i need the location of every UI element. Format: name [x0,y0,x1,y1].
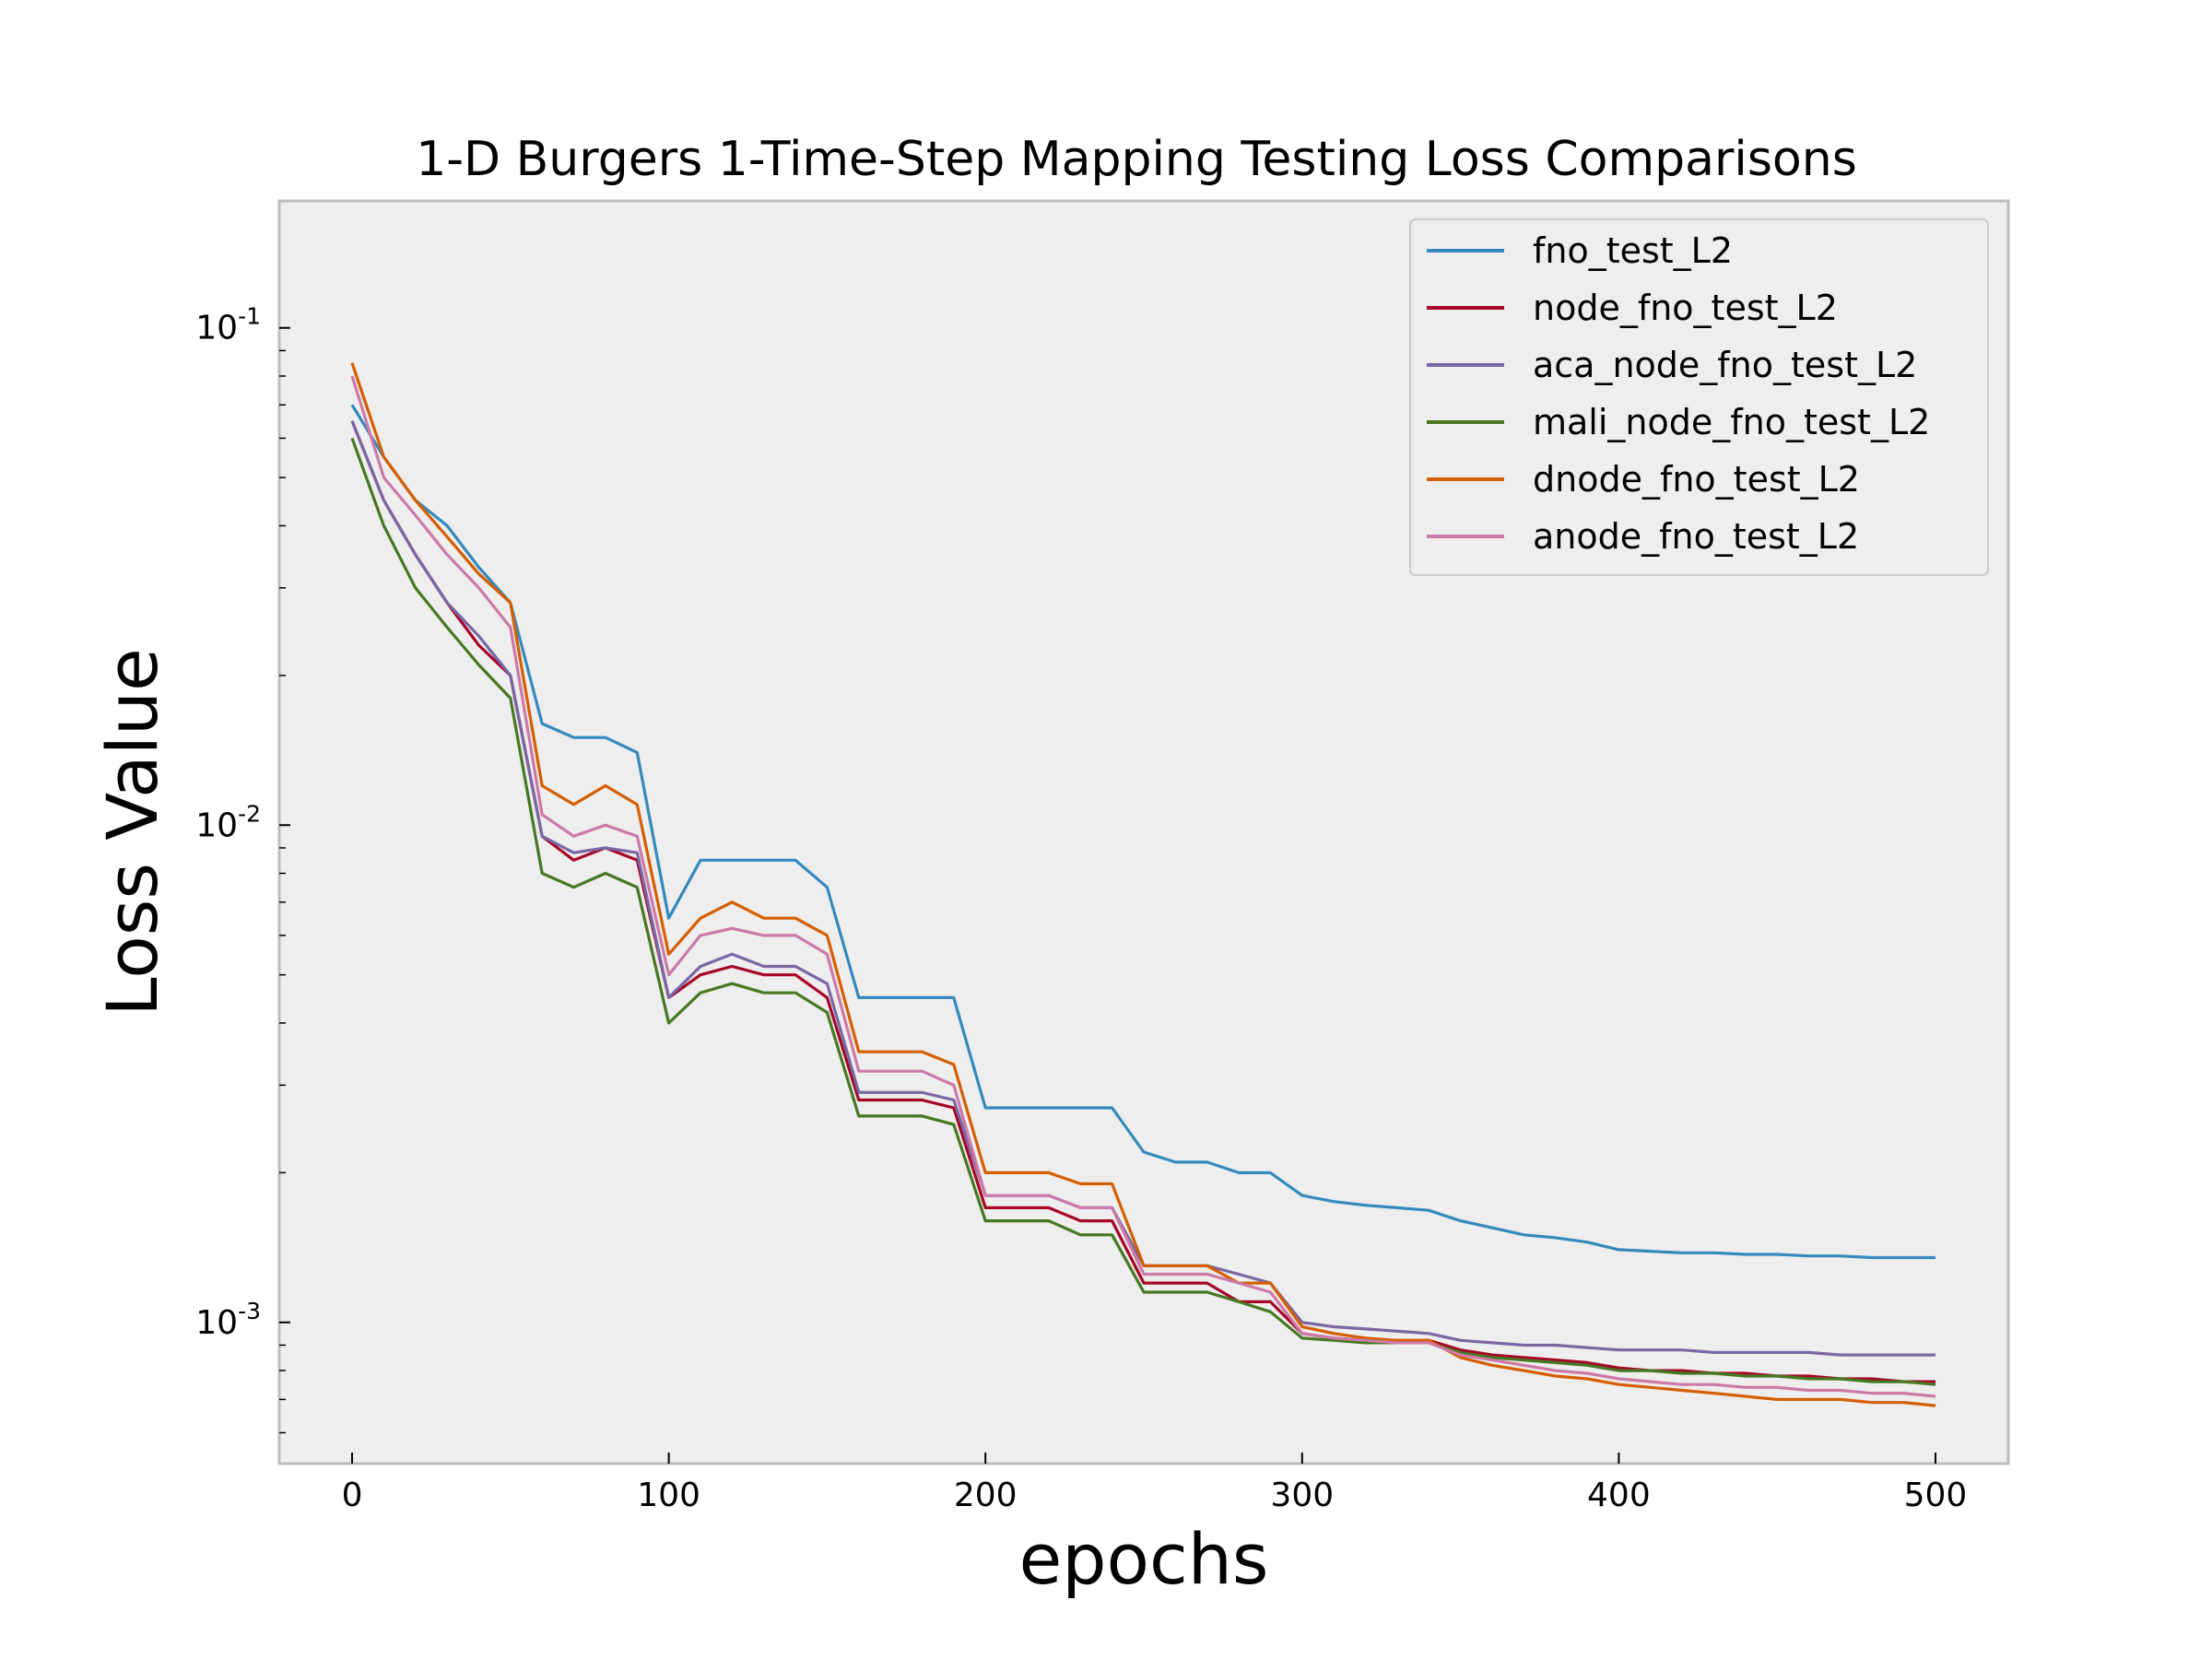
legend-label: fno_test_L2 [1533,230,1733,271]
legend-box [1409,218,1989,576]
x-axis: 0 100 200 300 400 500 [342,1453,1968,1514]
chart-title: 1-D Burgers 1-Time-Step Mapping Testing … [416,132,1857,187]
legend-label: anode_fno_test_L2 [1533,516,1859,557]
legend-label: aca_node_fno_test_L2 [1533,345,1917,385]
legend: fno_test_L2 node_fno_test_L2 aca_node_fno_… [1409,218,1989,576]
series-line-node_fno_test_L2 [350,420,1936,1383]
y-tick-label: 10-2 [195,800,261,844]
x-tick-label: 500 [1904,1477,1968,1514]
x-tick-label: 200 [954,1477,1018,1514]
series-line-mali_node_fno_test_L2 [350,437,1936,1386]
legend-label: dnode_fno_test_L2 [1533,459,1860,500]
y-axis-label: Loss Value [91,648,173,1017]
y-tick-label: 10-1 [195,303,261,347]
series-layer [350,362,1936,1407]
legend-items: fno_test_L2 node_fno_test_L2 aca_node_fno_… [1427,230,1930,557]
x-tick-label: 100 [637,1477,700,1514]
x-tick-label: 300 [1270,1477,1334,1514]
series-line-fno_test_L2 [350,404,1936,1260]
legend-label: node_fno_test_L2 [1533,288,1838,328]
legend-label: mali_node_fno_test_L2 [1533,402,1930,442]
y-axis: 10-1 10-2 10-3 [195,303,290,1434]
x-tick-label: 400 [1587,1477,1651,1514]
x-tick-label: 0 [342,1477,363,1514]
x-axis-label: epochs [1018,1518,1268,1600]
series-line-dnode_fno_test_L2 [350,362,1936,1407]
y-tick-label: 10-3 [195,1298,261,1342]
series-line-anode_fno_test_L2 [350,375,1936,1398]
